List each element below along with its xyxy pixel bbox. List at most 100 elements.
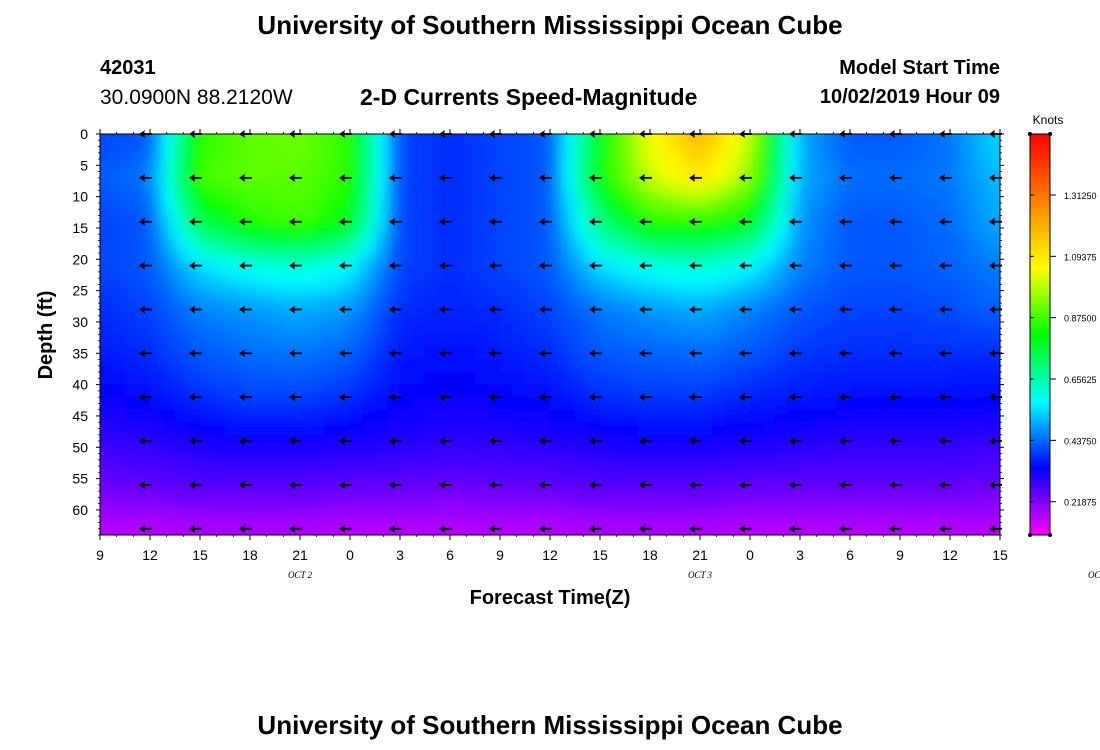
heat-cell [387, 271, 401, 285]
heat-cell [662, 284, 676, 298]
heat-cell [337, 472, 351, 486]
heat-cell [837, 384, 851, 398]
current-vector [939, 437, 952, 446]
heat-cell [549, 421, 563, 436]
heat-cell [462, 522, 476, 535]
heat-cell [462, 421, 476, 436]
heat-cell [412, 146, 426, 160]
heat-cell [287, 208, 301, 223]
heat-cell [812, 434, 826, 448]
heat-cell [537, 409, 551, 423]
heat-cell [862, 259, 876, 273]
heat-cell [537, 446, 551, 461]
heat-cell [137, 484, 151, 498]
heat-cell [337, 309, 351, 323]
heat-cell [549, 284, 563, 298]
heat-cell [212, 522, 226, 535]
heat-cell [949, 359, 963, 373]
heat-cell [512, 384, 526, 398]
y-tick-label: 10 [72, 189, 88, 205]
heat-cell [874, 296, 888, 310]
heat-cell [224, 472, 238, 486]
heat-cell [762, 472, 776, 486]
heat-cell [249, 384, 263, 398]
heat-cell [449, 497, 463, 511]
current-vector [889, 349, 902, 358]
heat-cell [449, 459, 463, 473]
heat-cell [612, 509, 626, 523]
heat-cell [874, 146, 888, 160]
current-vector [189, 305, 202, 314]
heat-cell [849, 183, 863, 197]
heat-cell [299, 359, 313, 373]
heat-cell [649, 396, 663, 410]
heat-cell [424, 221, 438, 235]
current-vector [389, 217, 402, 226]
heat-cell [962, 459, 976, 473]
heat-cell [662, 359, 676, 373]
heat-cell [812, 196, 826, 210]
heat-cell [299, 183, 313, 197]
heat-cell [112, 421, 126, 436]
heat-cell [524, 321, 538, 335]
heat-cell [262, 246, 276, 260]
heat-cell [212, 484, 226, 498]
heat-cell [924, 472, 938, 486]
current-vector [889, 305, 902, 314]
heat-cell [374, 208, 388, 223]
heat-cell [537, 296, 551, 310]
heat-cell [137, 296, 151, 310]
heat-cell [812, 259, 826, 273]
heat-cell [187, 183, 201, 197]
heat-cell [712, 384, 726, 398]
heat-cell [299, 171, 313, 185]
heat-cell [837, 221, 851, 235]
heat-cell [862, 321, 876, 335]
current-vector [889, 524, 902, 533]
heat-cell [924, 497, 938, 511]
heat-cell [612, 284, 626, 298]
heat-cell [399, 233, 413, 248]
heat-cell [437, 233, 451, 248]
heat-cell [624, 497, 638, 511]
heat-cell [212, 271, 226, 285]
current-vector [539, 480, 552, 489]
heat-cell [324, 371, 338, 385]
heat-cell [549, 158, 563, 172]
heat-cell [962, 233, 976, 248]
heat-cell [712, 271, 726, 285]
heat-cell [812, 246, 826, 260]
heat-cell [374, 384, 388, 398]
heat-cell [299, 208, 313, 223]
heat-cell [499, 208, 513, 223]
heat-cell [324, 134, 338, 147]
heat-cell [924, 296, 938, 310]
heat-cell [674, 309, 688, 323]
y-tick-label: 45 [72, 408, 88, 424]
heat-cell [987, 284, 1000, 298]
heat-cell [474, 472, 488, 486]
heat-cell [349, 196, 363, 210]
heat-cell [512, 346, 526, 360]
heat-cell [537, 484, 551, 498]
heat-cell [112, 259, 126, 273]
heat-cell [949, 221, 963, 235]
heat-cell [274, 221, 288, 235]
heat-cell [537, 334, 551, 348]
heat-cell [674, 346, 688, 360]
heat-cell [674, 459, 688, 473]
heat-cell [149, 208, 163, 223]
heat-cell [112, 221, 126, 235]
heat-cell [324, 446, 338, 461]
current-vector [639, 261, 652, 270]
heat-cell [549, 146, 563, 160]
heat-cell [899, 396, 913, 410]
heat-cell [174, 346, 188, 360]
heat-cell [874, 484, 888, 498]
current-vector [389, 261, 402, 270]
heat-cell [100, 196, 113, 210]
heat-cell [699, 196, 713, 210]
heat-cell [974, 146, 988, 160]
heat-cell [100, 158, 113, 172]
heat-cell [562, 208, 576, 223]
